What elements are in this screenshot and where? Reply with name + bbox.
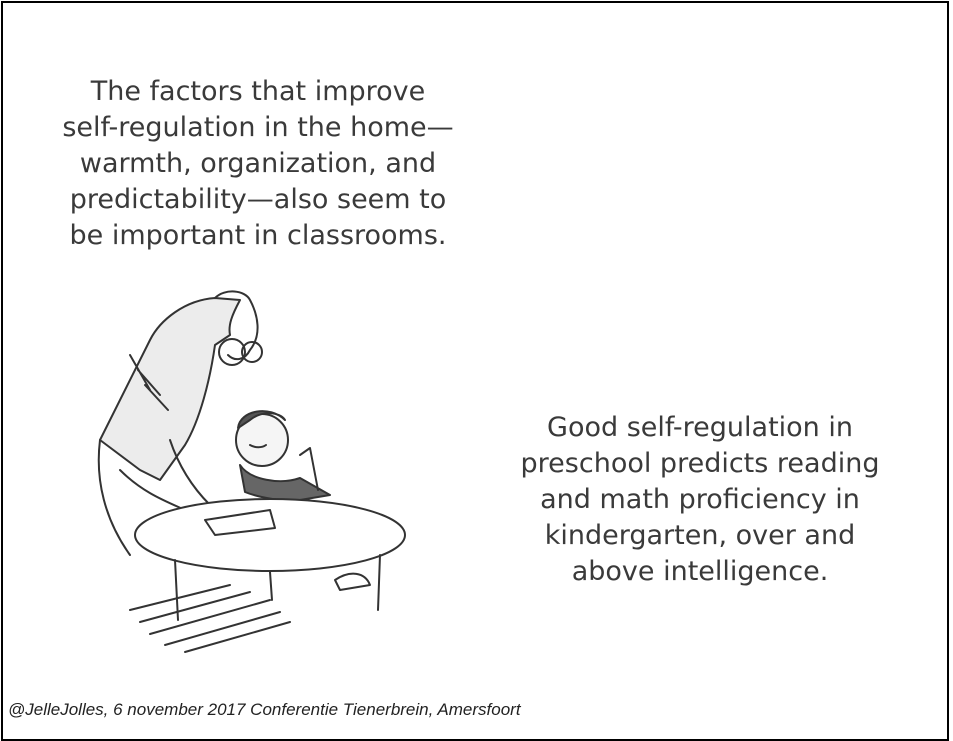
- slide: The factors that improveself-regulation …: [0, 0, 953, 725]
- caption: @JelleJolles, 6 november 2017 Conferenti…: [8, 700, 521, 720]
- cartoon-illustration: [0, 0, 953, 700]
